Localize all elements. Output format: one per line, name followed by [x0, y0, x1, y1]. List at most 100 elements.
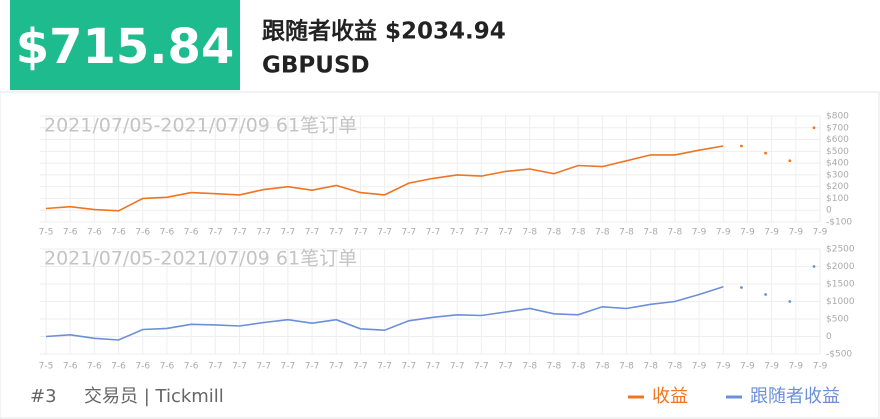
y-tick-label: $300	[826, 170, 849, 180]
point	[812, 265, 816, 268]
y-tick-label: $800	[826, 112, 849, 122]
x-tick-label: 7-6	[135, 362, 150, 372]
x-tick-label: 7-7	[426, 362, 441, 372]
y-tick-label: $600	[826, 135, 849, 145]
x-tick-label: 7-6	[63, 362, 78, 372]
x-tick-label: 7-9	[692, 228, 707, 238]
x-tick-label: 7-7	[256, 228, 271, 238]
y-tick-label: $2500	[826, 245, 855, 255]
line-series	[45, 145, 724, 212]
x-tick-label: 7-7	[426, 228, 441, 238]
x-tick-label: 7-8	[595, 362, 610, 372]
x-tick-label: 7-9	[692, 362, 707, 372]
y-tick-label: $100	[826, 194, 849, 204]
x-tick-label: 7-6	[184, 362, 199, 372]
x-tick-label: 7-9	[740, 362, 755, 372]
x-tick-label: 7-6	[184, 228, 199, 238]
y-tick-label: 0	[826, 332, 832, 342]
x-tick-label: 7-9	[813, 228, 828, 238]
x-tick-label: 7-7	[498, 228, 513, 238]
x-tick-label: 7-7	[208, 228, 223, 238]
point	[740, 144, 743, 148]
follower-profit: 跟随者收益 $2034.94	[262, 18, 506, 45]
x-tick-label: 7-7	[232, 228, 247, 238]
y-tick-label: $700	[826, 123, 849, 133]
x-tick-label: 7-5	[39, 362, 54, 372]
legend-label: 收益	[652, 386, 688, 407]
y-tick-label: -$100	[826, 218, 852, 228]
x-tick-label: 7-7	[329, 362, 344, 372]
chart-title: 2021/07/05-2021/07/09 61笔订单	[44, 248, 357, 270]
x-tick-label: 7-7	[232, 362, 247, 372]
x-tick-label: 7-6	[135, 228, 150, 238]
x-tick-label: 7-7	[474, 362, 489, 372]
x-tick-label: 7-8	[522, 228, 537, 238]
x-tick-label: 7-8	[522, 362, 537, 372]
x-tick-label: 7-7	[353, 362, 368, 372]
x-tick-label: 7-9	[788, 362, 803, 372]
chart-title: 2021/07/05-2021/07/09 61笔订单	[44, 115, 357, 137]
frame	[0, 91, 880, 419]
x-tick-label: 7-6	[63, 228, 78, 238]
y-tick-label: $400	[826, 159, 849, 169]
x-tick-label: 7-7	[281, 228, 296, 238]
y-tick-label: $200	[826, 182, 849, 192]
y-tick-label: $1500	[826, 280, 855, 290]
x-tick-label: 7-9	[764, 228, 779, 238]
x-tick-label: 7-7	[353, 228, 368, 238]
x-tick-label: 7-5	[39, 228, 54, 238]
x-tick-label: 7-7	[450, 228, 465, 238]
x-tick-label: 7-6	[87, 228, 102, 238]
x-tick-label: 7-8	[547, 228, 562, 238]
x-tick-label: 7-8	[619, 362, 634, 372]
x-tick-label: 7-8	[595, 228, 610, 238]
x-tick-label: 7-7	[281, 362, 296, 372]
x-tick-label: 7-8	[571, 228, 586, 238]
y-tick-label: $500	[826, 315, 849, 325]
point	[740, 286, 743, 289]
point	[788, 159, 792, 163]
x-tick-label: 7-7	[256, 362, 271, 372]
line-series	[45, 286, 724, 341]
y-tick-label: $1000	[826, 297, 855, 307]
x-tick-label: 7-8	[571, 362, 586, 372]
x-tick-label: 7-9	[716, 228, 731, 238]
y-tick-label: $2000	[826, 262, 855, 272]
x-tick-label: 7-9	[764, 362, 779, 372]
y-tick-label: $500	[826, 147, 849, 157]
x-tick-label: 7-7	[401, 228, 416, 238]
point	[764, 151, 768, 155]
legend-label: 跟随者收益	[750, 386, 840, 407]
trader: 交易员 | Tickmill	[84, 386, 224, 407]
y-tick-label: 0	[826, 206, 832, 216]
x-tick-label: 7-6	[111, 228, 126, 238]
profit: $715.84	[16, 19, 235, 75]
y-tick-label: -$500	[826, 350, 852, 360]
x-tick-label: 7-9	[788, 228, 803, 238]
x-tick-label: 7-8	[547, 362, 562, 372]
x-tick-label: 7-7	[450, 362, 465, 372]
x-tick-label: 7-8	[619, 228, 634, 238]
x-tick-label: 7-8	[668, 228, 683, 238]
point	[764, 293, 768, 296]
x-tick-label: 7-6	[160, 228, 175, 238]
x-tick-label: 7-9	[813, 362, 828, 372]
x-tick-label: 7-7	[305, 228, 320, 238]
x-tick-label: 7-7	[305, 362, 320, 372]
rank: #3	[30, 386, 57, 407]
x-tick-label: 7-9	[740, 228, 755, 238]
symbol: GBPUSD	[262, 53, 370, 79]
x-tick-label: 7-8	[643, 228, 658, 238]
x-tick-label: 7-8	[668, 362, 683, 372]
x-tick-label: 7-7	[401, 362, 416, 372]
x-tick-label: 7-6	[111, 362, 126, 372]
profit-box	[10, 0, 240, 90]
point	[788, 300, 792, 303]
x-tick-label: 7-7	[498, 362, 513, 372]
x-tick-label: 7-7	[377, 228, 392, 238]
x-tick-label: 7-7	[329, 228, 344, 238]
point	[812, 126, 816, 130]
x-tick-label: 7-8	[643, 362, 658, 372]
x-tick-label: 7-7	[208, 362, 223, 372]
